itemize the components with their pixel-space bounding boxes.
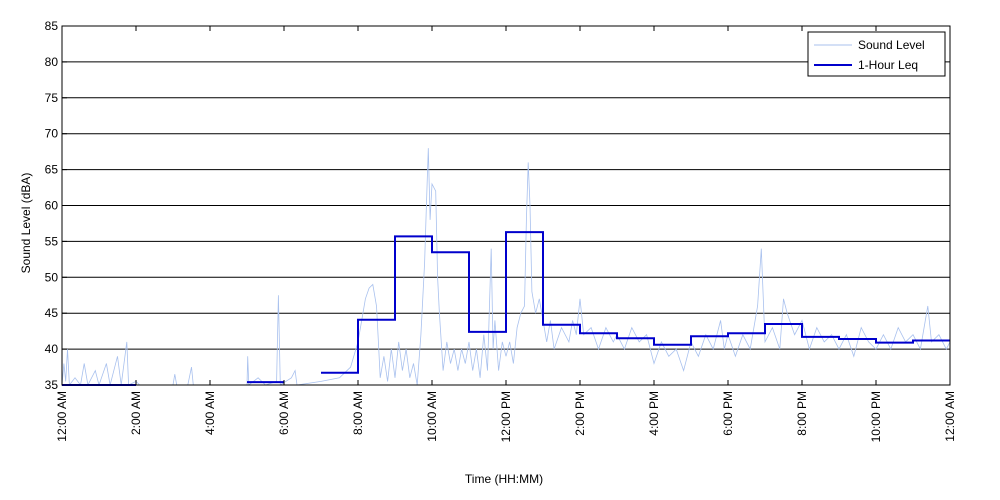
x-tick-label-4: 8:00 AM (351, 391, 365, 435)
y-axis-label: Sound Level (dBA) (19, 173, 33, 274)
series-sound-level (61, 148, 951, 387)
x-tick-label-6: 12:00 PM (499, 391, 513, 442)
x-tick-label-7: 2:00 PM (573, 391, 587, 436)
legend-label-1-hour-leq: 1-Hour Leq (858, 58, 918, 72)
y-tick-label-80: 80 (45, 55, 59, 69)
y-tick-label-70: 70 (45, 127, 59, 141)
x-tick-label-3: 6:00 AM (277, 391, 291, 435)
x-tick-label-0: 12:00 AM (55, 391, 69, 442)
y-tick-label-60: 60 (45, 199, 59, 213)
y-tick-label-40: 40 (45, 342, 59, 356)
legend: Sound Level 1-Hour Leq (807, 31, 946, 77)
x-tick-label-10: 8:00 PM (795, 391, 809, 436)
y-tick-label-45: 45 (45, 306, 59, 320)
legend-box (807, 31, 946, 77)
y-tick-label-50: 50 (45, 270, 59, 284)
x-tick-label-12: 12:00 AM (943, 391, 957, 442)
x-tick-label-2: 4:00 AM (203, 391, 217, 435)
x-axis: 12:00 AM 2:00 AM 4:00 AM 6:00 AM 8:00 AM 10:0… (55, 26, 957, 442)
y-tick-label-35: 35 (45, 378, 59, 392)
y-tick-label-75: 75 (45, 91, 59, 105)
x-axis-label: Time (HH:MM) (465, 472, 543, 486)
x-tick-label-9: 6:00 PM (721, 391, 735, 436)
x-tick-label-8: 4:00 PM (647, 391, 661, 436)
x-tick-label-1: 2:00 AM (129, 391, 143, 435)
series-1-hour-leq-segment-2 (321, 231, 950, 374)
y-tick-label-85: 85 (45, 19, 59, 33)
x-tick-label-11: 10:00 PM (869, 391, 883, 442)
y-axis: 35 40 45 50 55 60 65 70 75 80 85 (45, 19, 67, 392)
legend-label-sound-level: Sound Level (858, 38, 925, 52)
y-tick-label-55: 55 (45, 234, 59, 248)
x-tick-label-5: 10:00 AM (425, 391, 439, 442)
y-tick-label-65: 65 (45, 163, 59, 177)
